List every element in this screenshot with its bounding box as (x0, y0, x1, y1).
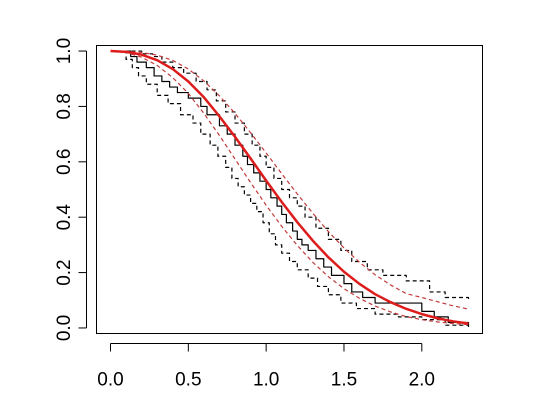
y-tick-label: 0.4 (54, 204, 75, 231)
x-tick-label: 2.0 (409, 370, 435, 391)
y-tick-label: 0.8 (54, 93, 75, 119)
model-ci-line-1 (110, 50, 469, 310)
y-tick-label: 0.2 (54, 259, 75, 285)
km-ci-line-5 (110, 50, 470, 328)
x-tick-label: 1.0 (253, 370, 279, 391)
km-ci-line-4 (110, 50, 470, 301)
y-tick-label: 1.0 (54, 38, 75, 64)
plot-box (96, 45, 483, 334)
model-curve-0 (110, 49, 469, 325)
x-tick-label: 1.5 (331, 370, 357, 391)
y-tick-label: 0.6 (54, 149, 75, 175)
km-curve-3 (110, 50, 470, 326)
model-ci-line-2 (110, 50, 469, 326)
x-axis: 0.0 0.5 1.0 1.5 2.0 (97, 343, 435, 391)
x-tick-label: 0.5 (175, 370, 201, 391)
y-axis: 0.0 0.2 0.4 0.6 0.8 1.0 (54, 38, 87, 341)
series-layer (110, 49, 470, 328)
x-tick-label: 0.0 (97, 370, 123, 391)
y-tick-label: 0.0 (54, 315, 75, 341)
